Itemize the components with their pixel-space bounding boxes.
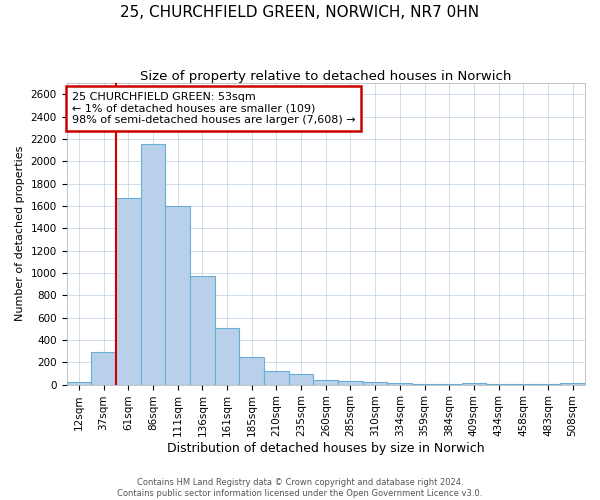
Bar [338, 380, 363, 384]
Bar [67, 382, 91, 384]
Bar [289, 374, 313, 384]
Y-axis label: Number of detached properties: Number of detached properties [15, 146, 25, 322]
Bar [116, 198, 140, 384]
Bar [190, 276, 215, 384]
Bar [264, 371, 289, 384]
Bar [91, 352, 116, 384]
Bar [140, 144, 165, 384]
Bar [313, 380, 338, 384]
Text: 25, CHURCHFIELD GREEN, NORWICH, NR7 0HN: 25, CHURCHFIELD GREEN, NORWICH, NR7 0HN [121, 5, 479, 20]
Bar [363, 382, 388, 384]
X-axis label: Distribution of detached houses by size in Norwich: Distribution of detached houses by size … [167, 442, 485, 455]
Title: Size of property relative to detached houses in Norwich: Size of property relative to detached ho… [140, 70, 511, 83]
Bar [165, 206, 190, 384]
Bar [239, 356, 264, 384]
Text: 25 CHURCHFIELD GREEN: 53sqm
← 1% of detached houses are smaller (109)
98% of sem: 25 CHURCHFIELD GREEN: 53sqm ← 1% of deta… [72, 92, 355, 125]
Text: Contains HM Land Registry data © Crown copyright and database right 2024.
Contai: Contains HM Land Registry data © Crown c… [118, 478, 482, 498]
Bar [215, 328, 239, 384]
